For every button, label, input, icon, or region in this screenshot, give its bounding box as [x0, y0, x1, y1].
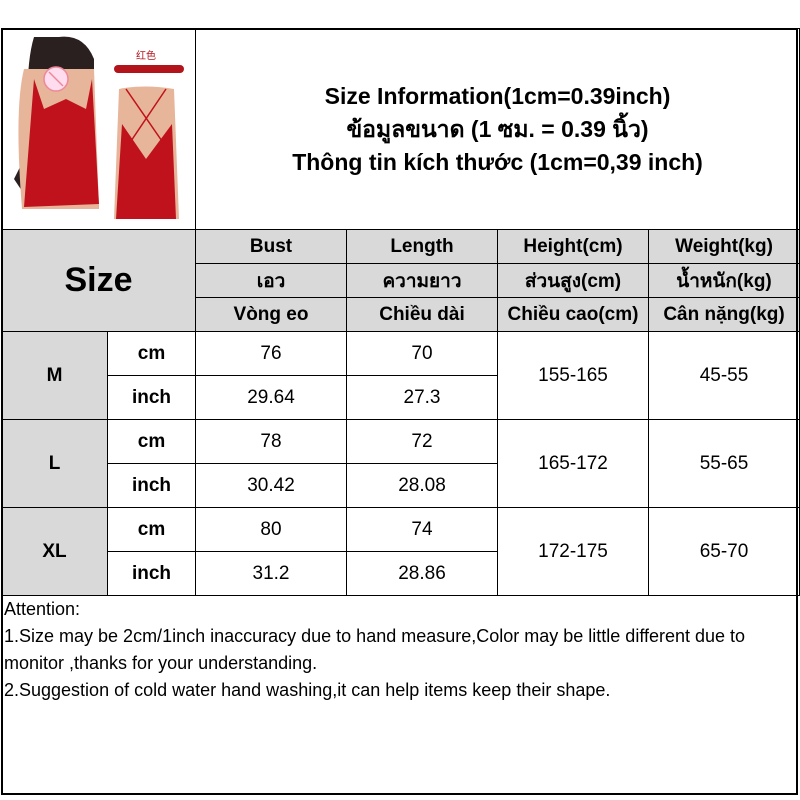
- length-cm: 72: [346, 419, 498, 464]
- col-weight-vi: Cân nặng(kg): [647, 297, 800, 332]
- table-row: inch 31.2 28.86: [2, 551, 800, 596]
- col-bust-th: เอว: [195, 263, 347, 298]
- size-xl: XL: [1, 507, 108, 596]
- table-row: XL cm 80 74 172-175 65-70: [1, 507, 800, 596]
- table-row: M cm 76 70 155-165 45-55: [1, 331, 800, 420]
- unit-cm: cm: [107, 507, 196, 552]
- product-image: 红色: [1, 28, 196, 230]
- length-inch: 28.86: [346, 551, 498, 596]
- height-range: 172-175: [497, 507, 649, 596]
- product-photo: 红色: [3, 29, 194, 223]
- length-cm: 74: [346, 507, 498, 552]
- header-english: Size Information(1cm=0.39inch): [324, 82, 671, 109]
- col-length-en: Length: [346, 229, 498, 264]
- header-thai: ข้อมูลขนาด (1 ซม. = 0.39 นิ้ว): [346, 115, 649, 142]
- chart-border: [1, 28, 798, 795]
- table-row: inch 29.64 27.3: [2, 375, 800, 420]
- col-length-vi: Chiều dài: [346, 297, 498, 332]
- unit-inch: inch: [107, 551, 196, 596]
- size-chart-table: 红色 Size Information(1cm=0.39inch) ข้อมูล…: [1, 28, 800, 596]
- col-bust-en: Bust: [195, 229, 347, 264]
- header-vietnamese: Thông tin kích thước (1cm=0,39 inch): [292, 148, 703, 175]
- bust-cm: 78: [195, 419, 347, 464]
- attention-section: Attention: 1.Size may be 2cm/1inch inacc…: [4, 596, 794, 704]
- bust-inch: 30.42: [195, 463, 347, 508]
- color-label: 红色: [136, 49, 156, 62]
- attention-title: Attention:: [4, 599, 81, 619]
- table-row: inch 30.42 28.08: [2, 463, 800, 508]
- col-weight-th: น้ำหนัก(kg): [647, 263, 800, 298]
- col-bust-vi: Vòng eo: [195, 297, 347, 332]
- unit-inch: inch: [107, 463, 196, 508]
- size-information-header: Size Information(1cm=0.39inch) ข้อมูลขนา…: [194, 28, 800, 230]
- col-height-vi: Chiều cao(cm): [497, 297, 649, 332]
- col-height-en: Height(cm): [497, 229, 649, 264]
- height-range: 165-172: [497, 419, 649, 508]
- length-inch: 27.3: [346, 375, 498, 420]
- bust-inch: 31.2: [195, 551, 347, 596]
- attention-note-1: 1.Size may be 2cm/1inch inaccuracy due t…: [4, 626, 746, 673]
- weight-range: 55-65: [647, 419, 800, 508]
- size-header: Size: [1, 229, 196, 332]
- weight-range: 45-55: [647, 331, 800, 420]
- bust-cm: 80: [195, 507, 347, 552]
- attention-note-2: 2.Suggestion of cold water hand washing,…: [4, 680, 611, 700]
- weight-range: 65-70: [647, 507, 800, 596]
- col-weight-en: Weight(kg): [647, 229, 800, 264]
- length-cm: 70: [346, 331, 498, 376]
- size-m: M: [1, 331, 108, 420]
- color-badge: [113, 65, 184, 73]
- unit-cm: cm: [107, 419, 196, 464]
- col-length-th: ความยาว: [346, 263, 498, 298]
